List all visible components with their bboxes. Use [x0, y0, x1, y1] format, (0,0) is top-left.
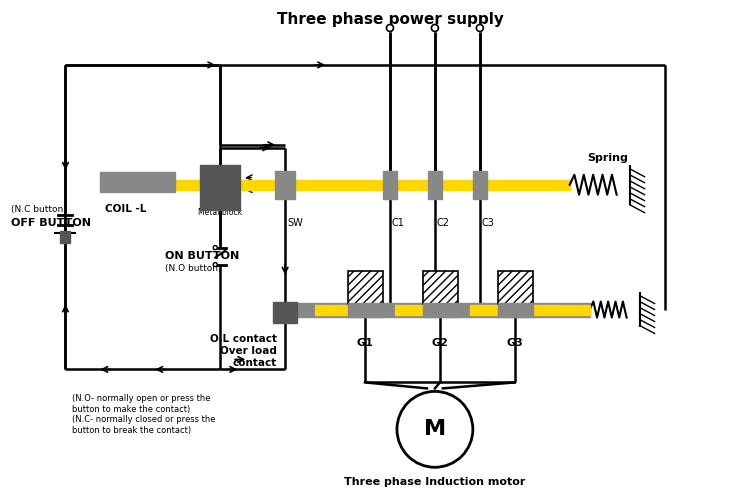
Bar — [423, 270, 458, 306]
Text: Three phase power supply: Three phase power supply — [277, 12, 503, 27]
Text: ON BUTTON: ON BUTTON — [165, 250, 239, 261]
Text: SW: SW — [287, 218, 303, 228]
Bar — [428, 171, 442, 198]
Text: M: M — [424, 419, 446, 440]
Text: C3: C3 — [482, 218, 495, 228]
Bar — [472, 171, 487, 198]
Circle shape — [213, 245, 217, 249]
Text: COIL -L: COIL -L — [106, 204, 147, 214]
Bar — [423, 302, 458, 317]
Bar — [315, 304, 365, 315]
Bar — [498, 270, 532, 306]
Bar — [383, 171, 397, 198]
Text: G1: G1 — [356, 339, 374, 348]
Circle shape — [476, 24, 483, 31]
Text: O.L contact
Over load
contact: O.L contact Over load contact — [210, 335, 278, 368]
Text: Spring: Spring — [588, 153, 628, 163]
Bar — [200, 165, 240, 210]
Text: (N.O- normally open or press the
button to make the contact)
(N.C- normally clos: (N.O- normally open or press the button … — [73, 394, 216, 435]
Bar — [61, 231, 70, 243]
Circle shape — [213, 263, 217, 267]
Bar — [498, 302, 532, 317]
Bar — [470, 304, 590, 315]
Circle shape — [397, 392, 472, 467]
Text: OFF BUTTON: OFF BUTTON — [10, 218, 91, 228]
Text: (N.O button): (N.O button) — [165, 264, 222, 273]
Bar — [275, 171, 295, 198]
Circle shape — [386, 24, 394, 31]
Bar — [273, 301, 297, 323]
Text: G2: G2 — [431, 339, 448, 348]
Bar — [348, 302, 383, 317]
Text: G3: G3 — [506, 339, 524, 348]
Bar — [395, 304, 445, 315]
Text: C2: C2 — [437, 218, 450, 228]
Bar — [176, 180, 570, 190]
Bar — [348, 270, 383, 306]
Text: Three phase Induction motor: Three phase Induction motor — [344, 477, 526, 487]
Circle shape — [431, 24, 439, 31]
Bar — [285, 302, 590, 317]
Text: (N.C button): (N.C button) — [10, 205, 66, 214]
Bar — [100, 172, 176, 192]
Text: C1: C1 — [392, 218, 405, 228]
Text: Metal block: Metal block — [198, 208, 242, 217]
